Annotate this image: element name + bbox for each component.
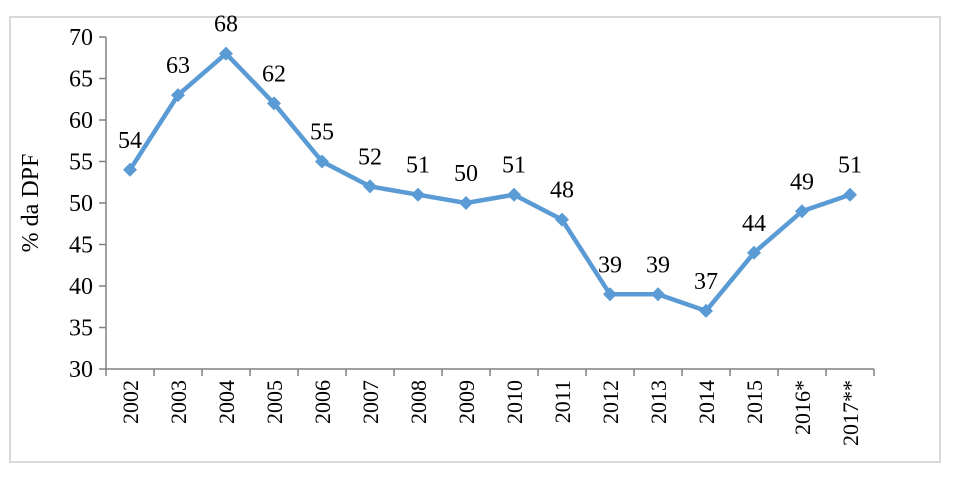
y-axis-tick-label: 65 xyxy=(69,67,93,93)
x-axis-tick-label: 2017** xyxy=(838,380,863,446)
data-point-marker xyxy=(507,187,521,202)
data-point-label: 37 xyxy=(694,269,718,295)
x-axis-tick-label: 2013 xyxy=(646,380,671,424)
x-axis-tick-label: 2009 xyxy=(454,380,479,424)
data-point-marker xyxy=(363,179,377,194)
x-axis-tick-label: 2002 xyxy=(118,380,143,424)
data-point-label: 62 xyxy=(262,61,286,87)
y-axis-tick-label: 50 xyxy=(69,191,93,217)
data-point-label: 44 xyxy=(742,211,766,237)
data-point-marker xyxy=(123,162,137,177)
x-axis-tick-label: 2014 xyxy=(694,380,719,424)
x-axis-tick-label: 2005 xyxy=(262,380,287,424)
data-point-marker xyxy=(651,287,665,302)
data-point-label: 51 xyxy=(406,153,430,179)
data-point-label: 49 xyxy=(790,169,814,195)
data-point-label: 68 xyxy=(214,12,238,38)
y-axis-tick-label: 40 xyxy=(69,274,93,300)
y-axis-tick-label: 60 xyxy=(69,108,93,134)
x-axis-tick-label: 2007 xyxy=(358,380,383,424)
data-point-marker xyxy=(555,212,569,227)
y-axis-tick-label: 45 xyxy=(69,233,93,259)
x-axis-tick-label: 2015 xyxy=(742,380,767,424)
data-point-label: 52 xyxy=(358,144,382,170)
x-axis-tick-label: 2006 xyxy=(310,380,335,424)
x-axis-tick-label: 2004 xyxy=(214,380,239,424)
x-axis-tick-label: 2016* xyxy=(790,380,815,435)
data-point-label: 48 xyxy=(550,178,574,204)
data-point-label: 39 xyxy=(598,252,622,278)
data-point-label: 63 xyxy=(166,53,190,79)
y-axis-title: % da DPF xyxy=(18,154,44,253)
data-point-label: 39 xyxy=(646,252,670,278)
data-point-marker xyxy=(843,187,857,202)
data-point-label: 55 xyxy=(310,120,334,146)
y-axis-tick-label: 70 xyxy=(69,25,93,51)
data-point-marker xyxy=(411,187,425,202)
series-line xyxy=(127,51,853,314)
x-axis-tick-label: 2003 xyxy=(166,380,191,424)
data-point-marker xyxy=(747,245,761,260)
chart-frame xyxy=(9,16,941,463)
data-point-marker xyxy=(171,88,185,103)
axis-lines xyxy=(105,37,874,370)
y-axis-tick-label: 55 xyxy=(69,150,93,176)
data-point-marker xyxy=(603,287,617,302)
data-point-label: 51 xyxy=(838,153,862,179)
data-point-marker xyxy=(459,196,473,210)
x-axis-tick-label: 2011 xyxy=(550,380,575,423)
data-point-marker xyxy=(699,303,713,318)
data-point-marker xyxy=(315,154,329,169)
data-point-label: 50 xyxy=(454,161,478,187)
data-point-marker xyxy=(219,46,233,61)
y-axis-tick-label: 30 xyxy=(69,357,93,383)
data-point-label: 51 xyxy=(502,153,526,179)
data-point-marker xyxy=(267,96,281,111)
data-point-marker xyxy=(795,204,809,219)
data-point-label: 54 xyxy=(118,128,142,154)
y-axis-tick-label: 35 xyxy=(69,316,93,342)
x-axis-tick-label: 2008 xyxy=(406,380,431,424)
x-axis-tick-label: 2010 xyxy=(502,380,527,424)
x-axis-tick-label: 2012 xyxy=(598,380,623,424)
